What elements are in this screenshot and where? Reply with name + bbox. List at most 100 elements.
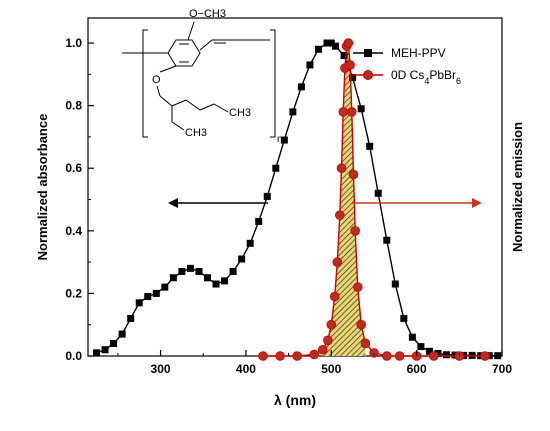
series-layer	[93, 38, 502, 361]
data-point	[369, 348, 379, 358]
data-point	[144, 293, 152, 301]
data-point	[204, 274, 212, 282]
legend-entry-cs4pbbr6: 0D Cs4PbBr6	[353, 68, 461, 86]
methoxy-label: O−CH3	[189, 8, 226, 20]
y-tick-label: 0.2	[65, 286, 82, 300]
butyl-end-label: CH3	[229, 107, 251, 119]
data-point	[238, 255, 246, 263]
data-point	[195, 268, 203, 275]
data-point	[480, 351, 490, 361]
data-point	[93, 349, 101, 357]
x-axis-ticks: 300 400 500 600 700	[117, 350, 512, 376]
data-point	[374, 189, 382, 197]
data-point	[178, 268, 186, 275]
data-point	[332, 42, 340, 50]
data-point	[335, 210, 345, 220]
y-tick-label: 0.8	[65, 99, 82, 113]
data-point	[345, 60, 355, 70]
right-arrow-emission	[352, 198, 482, 208]
data-point	[343, 38, 354, 48]
x-tick-label: 400	[236, 362, 256, 376]
legend-label-cs4pbbr6: 0D Cs4PbBr6	[391, 68, 461, 86]
y-axis-label-left: Normalized absorbance	[35, 114, 50, 261]
data-point	[417, 343, 425, 351]
data-point	[323, 39, 331, 47]
data-point	[161, 283, 169, 291]
overlap-shaded-region	[322, 43, 366, 356]
legend: MEH-PPV 0D Cs4PbBr6	[353, 46, 461, 86]
y-axis-label-right: Normalized emission	[510, 122, 525, 252]
data-point	[408, 333, 416, 341]
data-point	[127, 314, 135, 322]
data-point	[381, 351, 392, 361]
x-tick-label: 300	[151, 362, 171, 376]
data-point	[391, 280, 399, 288]
data-point	[309, 349, 320, 360]
data-point	[110, 339, 118, 347]
data-point	[246, 239, 254, 247]
data-point	[329, 291, 340, 302]
data-point	[306, 61, 314, 69]
data-point	[332, 257, 343, 267]
data-point	[258, 351, 268, 361]
x-tick-label: 500	[321, 362, 341, 376]
data-point	[323, 335, 333, 346]
data-point	[357, 105, 365, 113]
left-arrow-absorbance	[168, 198, 268, 208]
y-axis-ticks: 0.0 0.2 0.4 0.6 0.8 1.0	[65, 36, 94, 363]
data-point	[349, 73, 357, 81]
y-tick-label: 0.4	[65, 224, 82, 238]
y-tick-label: 0.0	[65, 349, 82, 363]
data-point	[360, 338, 371, 349]
ethyl-end-label: CH3	[185, 127, 207, 139]
data-point	[297, 83, 305, 91]
data-point	[356, 319, 366, 330]
data-point	[428, 351, 439, 361]
x-tick-label: 700	[492, 362, 512, 376]
data-point	[346, 107, 357, 117]
data-point	[169, 274, 177, 282]
data-point	[340, 52, 348, 60]
x-axis-label: λ (nm)	[274, 392, 316, 408]
data-point	[101, 346, 109, 354]
data-point	[400, 314, 408, 322]
data-point	[229, 268, 237, 275]
data-point	[221, 277, 229, 285]
data-point	[317, 344, 328, 355]
data-point	[348, 169, 359, 180]
data-point	[434, 349, 442, 357]
data-point	[263, 192, 271, 200]
data-point	[272, 164, 280, 172]
data-point	[314, 45, 322, 53]
y-tick-label: 1.0	[65, 36, 82, 50]
data-point	[336, 163, 347, 174]
legend-entry-meh-ppv: MEH-PPV	[353, 46, 446, 60]
repeat-index-label: n	[277, 134, 283, 145]
meh-ppv-structure	[122, 21, 276, 138]
data-point	[366, 142, 374, 150]
data-point	[292, 351, 302, 361]
data-point	[280, 136, 288, 144]
x-tick-label: 600	[407, 362, 427, 376]
data-point	[118, 330, 126, 338]
data-point	[383, 236, 391, 244]
ether-oxygen-label: O	[152, 74, 161, 86]
data-point	[275, 351, 285, 361]
data-point	[425, 347, 433, 355]
data-point	[350, 226, 360, 236]
series-line	[96, 42, 498, 357]
data-point	[212, 280, 220, 288]
y-tick-label: 0.6	[65, 161, 82, 175]
data-point	[443, 351, 451, 359]
data-point	[289, 108, 297, 116]
data-point	[186, 264, 194, 272]
data-point	[394, 351, 405, 361]
series-meh-ppv	[93, 39, 502, 360]
data-point	[352, 282, 363, 292]
data-point	[494, 352, 502, 360]
data-point	[338, 107, 349, 117]
data-point	[152, 289, 160, 297]
data-point	[326, 319, 337, 330]
